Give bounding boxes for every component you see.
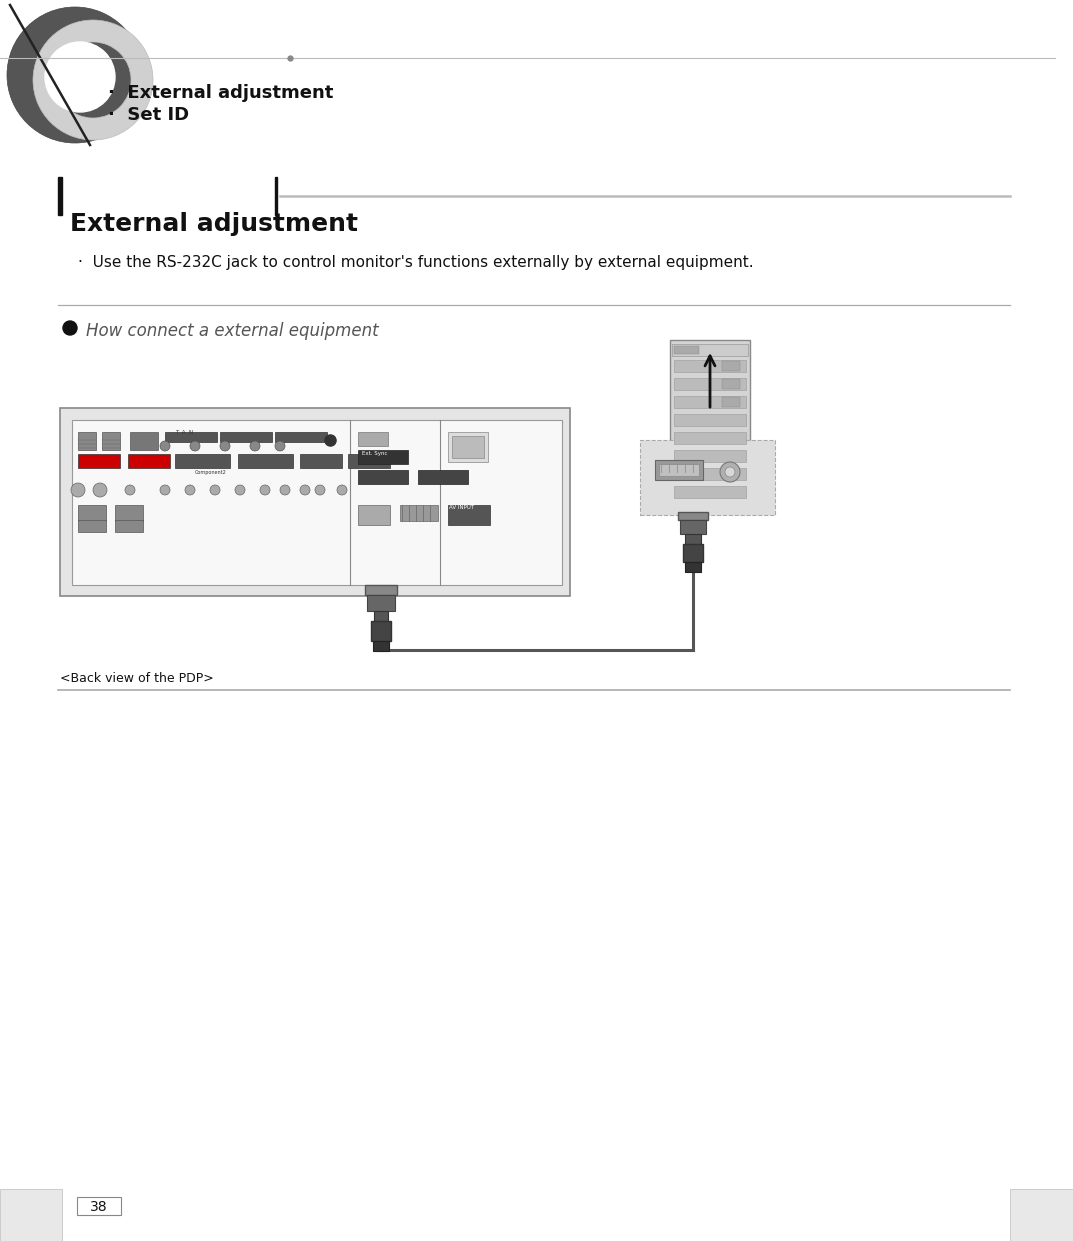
Bar [722,361,740,371]
Text: ·  Use the RS-232C jack to control monitor's functions externally by external eq: · Use the RS-232C jack to control monito… [78,254,753,271]
Text: AV INPUT: AV INPUT [449,505,474,510]
Bar [371,620,391,642]
Bar [358,505,389,525]
Circle shape [260,485,270,495]
Text: External adjustment: External adjustment [70,212,358,236]
Bar [358,432,388,446]
Circle shape [337,485,347,495]
Bar [72,419,562,585]
Bar [130,432,158,450]
Bar [374,611,388,620]
Bar [275,177,277,215]
Bar [58,177,62,215]
Circle shape [725,467,735,477]
Bar [60,408,570,596]
Circle shape [300,485,310,495]
Bar [674,414,746,426]
Bar [367,594,395,611]
Bar [1010,1189,1073,1241]
Circle shape [315,485,325,495]
Wedge shape [33,20,153,140]
Bar [0,1189,62,1241]
Bar [400,505,438,521]
Circle shape [93,483,107,496]
Bar [78,520,106,532]
Circle shape [210,485,220,495]
Text: How connect a external equipment: How connect a external equipment [86,321,379,340]
Text: <Back view of the PDP>: <Back view of the PDP> [60,671,214,685]
Text: ·  Set ID: · Set ID [108,105,189,124]
Bar [674,486,746,498]
Bar [678,513,708,520]
Bar [373,642,389,652]
Circle shape [63,321,77,335]
Bar [659,464,699,477]
Bar [670,340,750,505]
Bar [348,454,389,468]
Circle shape [235,485,245,495]
Bar [77,1198,121,1215]
Bar [674,468,746,480]
Bar [78,454,120,468]
Circle shape [275,441,285,450]
Bar [674,432,746,444]
Circle shape [124,485,135,495]
Circle shape [280,485,290,495]
Text: ·  External adjustment: · External adjustment [108,84,334,102]
Bar [685,562,701,572]
Circle shape [160,485,170,495]
Circle shape [71,483,85,496]
Bar [128,454,170,468]
Bar [165,432,217,442]
Bar [102,432,120,450]
Circle shape [220,441,230,450]
Bar [78,432,95,450]
Bar [672,344,748,356]
Bar [300,454,342,468]
Circle shape [720,462,740,482]
Circle shape [190,441,200,450]
Text: Component2: Component2 [195,470,226,475]
Bar [220,432,271,442]
Bar [640,441,775,515]
Bar [365,585,397,594]
Bar [722,397,740,407]
Bar [684,544,703,562]
Bar [115,505,143,521]
Bar [238,454,293,468]
Bar [674,346,699,354]
Bar [674,360,746,372]
Text: T  A  N: T A N [175,429,193,436]
Bar [358,470,408,484]
Text: Ext. Sync: Ext. Sync [362,450,387,455]
Bar [115,520,143,532]
Bar [722,379,740,388]
Circle shape [45,42,115,112]
Wedge shape [8,7,143,143]
Bar [78,505,106,521]
Bar [358,450,408,464]
Bar [674,379,746,390]
Bar [674,396,746,408]
Bar [449,505,490,525]
Bar [685,534,701,544]
Bar [674,450,746,462]
Bar [418,470,468,484]
Bar [449,432,488,462]
Bar [452,436,484,458]
Bar [680,520,706,534]
Circle shape [185,485,195,495]
Text: 38: 38 [90,1200,107,1214]
Bar [175,454,230,468]
Circle shape [250,441,260,450]
Circle shape [160,441,170,450]
Bar [275,432,327,442]
Bar [655,460,703,480]
